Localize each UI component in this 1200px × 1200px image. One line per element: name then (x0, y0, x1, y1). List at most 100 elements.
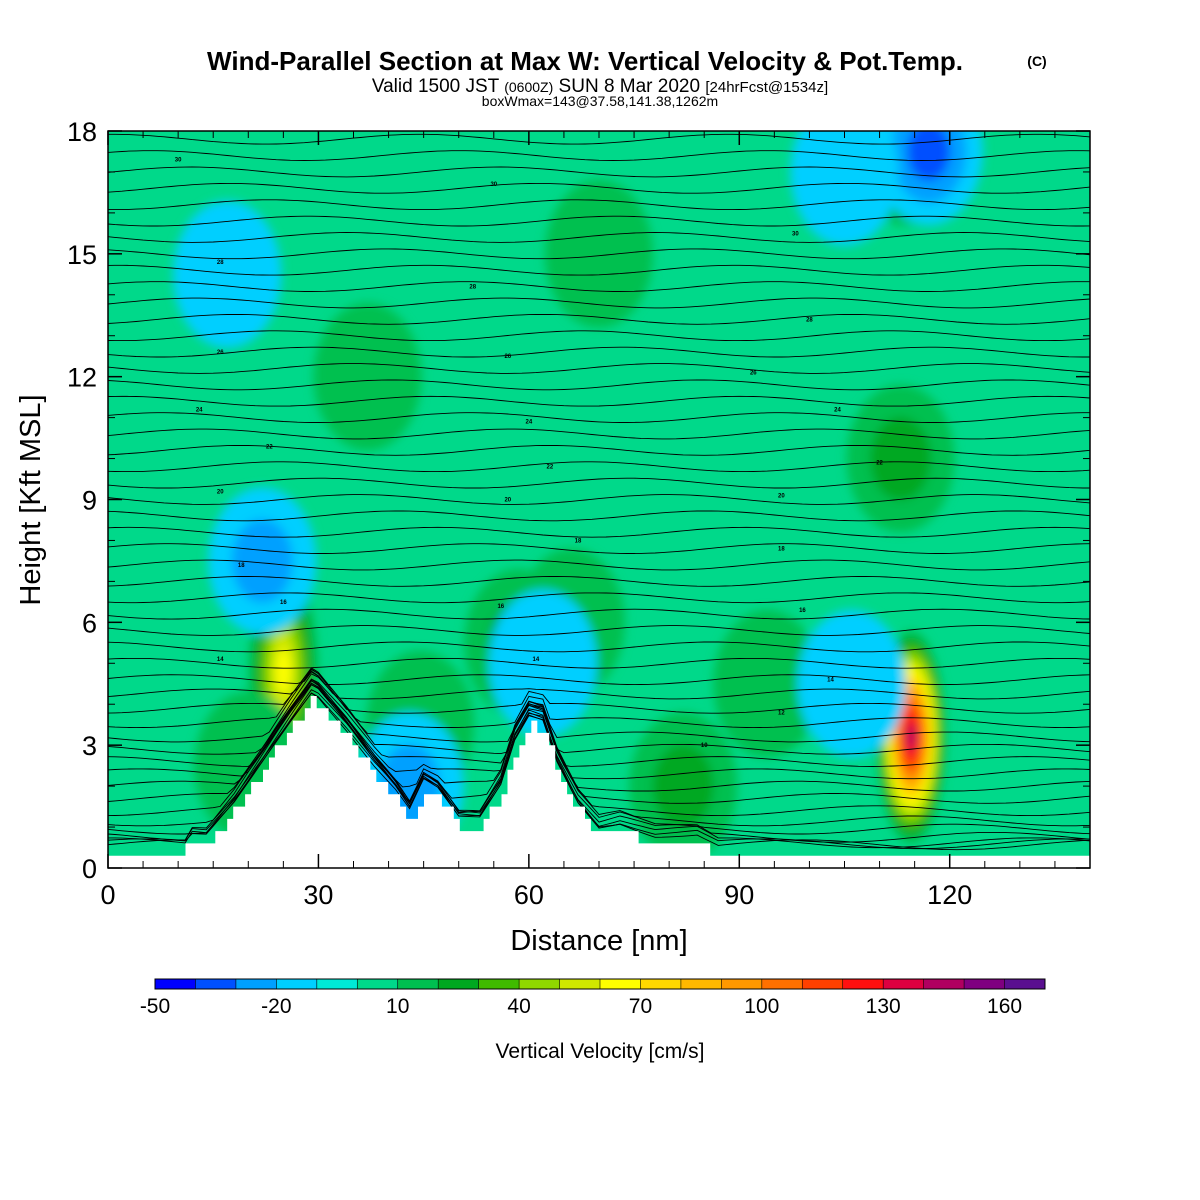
theta-contour-label: 24 (526, 420, 533, 426)
theta-contour-label: 20 (778, 493, 785, 499)
theta-contour-label: 14 (217, 657, 224, 663)
colorbar-swatch (195, 979, 237, 989)
velocity-level (544, 180, 654, 328)
theta-contour-line (108, 264, 1090, 276)
downdraft-cell-6 (790, 131, 899, 246)
theta-contour-line (108, 678, 1090, 767)
y-tick-label: 6 (82, 608, 97, 638)
theta-contour-label: 26 (750, 371, 757, 377)
theta-contour-line (108, 395, 1090, 407)
downdraft-cell-2 (208, 487, 317, 635)
theta-contour-label: 18 (575, 538, 582, 544)
colorbar-swatch (519, 979, 561, 989)
colorbar-swatch (438, 979, 480, 989)
theta-contour-line (108, 215, 1090, 227)
x-tick-label: 0 (100, 880, 115, 910)
valid-time-line: Valid 1500 JST (0600Z) SUN 8 Mar 2020 [2… (372, 76, 828, 97)
colorbar-swatch (680, 979, 722, 989)
theta-contour-line (108, 608, 1090, 620)
theta-contour-line (108, 510, 1090, 522)
theta-contour-label: 28 (806, 317, 813, 323)
colorbar-title: Vertical Velocity [cm/s] (496, 1040, 705, 1063)
theta-contour-line (108, 592, 1090, 604)
axis-ticks: 0 30 60 90 120 0 3 6 9 12 15 18 (67, 117, 1090, 910)
plot-area: 10 12 14 14 14 16 16 16 18 18 18 20 20 20 22 22 22 24 24 24… (108, 131, 1090, 868)
theta-contour-label: 22 (876, 461, 883, 467)
theta-contour-line (108, 559, 1090, 571)
valid-prefix: Valid 1500 JST (372, 76, 500, 97)
x-tick-label: 60 (514, 880, 544, 910)
updraft-cell-10 (544, 180, 654, 328)
colorbar-swatch (478, 979, 520, 989)
colorbar-tick-label: 160 (987, 995, 1022, 1018)
velocity-level (173, 200, 282, 349)
colorbar-swatch (640, 979, 682, 989)
x-tick-label: 30 (303, 880, 333, 910)
theta-contour-line (108, 379, 1090, 391)
theta-contour-line (108, 684, 1090, 843)
valid-date: SUN 8 Mar 2020 (559, 76, 701, 97)
theta-contour-label: 10 (701, 743, 708, 749)
theta-contour-line (108, 477, 1090, 489)
colorbar-swatch (357, 979, 399, 989)
theta-contour-line (108, 445, 1090, 456)
theta-contour-line (108, 182, 1090, 194)
theta-contour-line (108, 232, 1090, 243)
box-info: boxWmax=143@37.58,141.38,1262m (482, 93, 718, 109)
colorbar-swatch (802, 979, 844, 989)
theta-contour-line (108, 461, 1090, 473)
downdraft-cell-5 (173, 200, 282, 349)
theta-contour-line (108, 166, 1090, 178)
chart-title: Wind-Parallel Section at Max W: Vertical… (207, 46, 963, 76)
theta-contour-label: 14 (533, 657, 540, 663)
terrain (108, 696, 1090, 868)
velocity-level (907, 131, 950, 181)
theta-contour-labels: 10 12 14 14 14 16 16 16 18 18 18 20 20 20 22 22 22 24 24 24… (175, 158, 884, 750)
theta-contour-label: 14 (827, 678, 834, 684)
colorbar-tick-label: 10 (386, 995, 409, 1018)
theta-contour-line (108, 689, 1090, 849)
theta-contour-line (108, 673, 1090, 755)
y-tick-label: 15 (67, 240, 97, 270)
colorbar-tick-label: -20 (261, 995, 291, 1018)
y-tick-label: 12 (67, 363, 97, 393)
theta-contour-label: 18 (778, 547, 785, 553)
colorbar-swatch (600, 979, 641, 989)
colorbar-swatch (721, 979, 763, 989)
theta-contour-label: 16 (497, 604, 504, 610)
colorbar-tick-label: 100 (744, 995, 779, 1018)
theta-contour-label: 24 (834, 407, 841, 413)
theta-contour-label: 16 (280, 600, 287, 606)
colorbar-swatch (923, 979, 965, 989)
theta-contour-label: 26 (504, 354, 511, 360)
colorbar-tick-label: -50 (140, 995, 170, 1018)
velocity-level (652, 744, 714, 828)
velocity-level (488, 589, 597, 737)
theta-contour-line (108, 248, 1090, 260)
velocity-level (870, 416, 932, 501)
velocity-level (790, 131, 899, 246)
velocity-level (906, 726, 916, 748)
colorbar-swatch (964, 979, 1006, 989)
theta-contour-line (108, 657, 1090, 669)
y-tick-label: 18 (67, 117, 97, 147)
theta-contour-label: 24 (196, 407, 203, 413)
downdraft-cell-3 (488, 589, 597, 737)
theta-contour-label: 26 (217, 350, 224, 356)
colorbar-swatch (1004, 979, 1046, 989)
x-axis-title: Distance [nm] (510, 925, 687, 957)
downdraft-cell-4 (797, 610, 906, 758)
colorbar-swatch (316, 979, 358, 989)
theta-contour-line (108, 670, 1090, 700)
copyright-mark: (C) (1027, 53, 1046, 69)
velocity-level (797, 610, 906, 758)
y-tick-label: 3 (82, 731, 97, 761)
theta-contour-line (108, 313, 1090, 325)
updraft-cell-11 (313, 302, 422, 451)
colorbar-swatch (761, 979, 803, 989)
theta-contour-line (108, 199, 1090, 211)
theta-contour-line (108, 133, 1090, 145)
theta-contour-line (108, 412, 1090, 423)
y-tick-label: 9 (82, 486, 97, 516)
